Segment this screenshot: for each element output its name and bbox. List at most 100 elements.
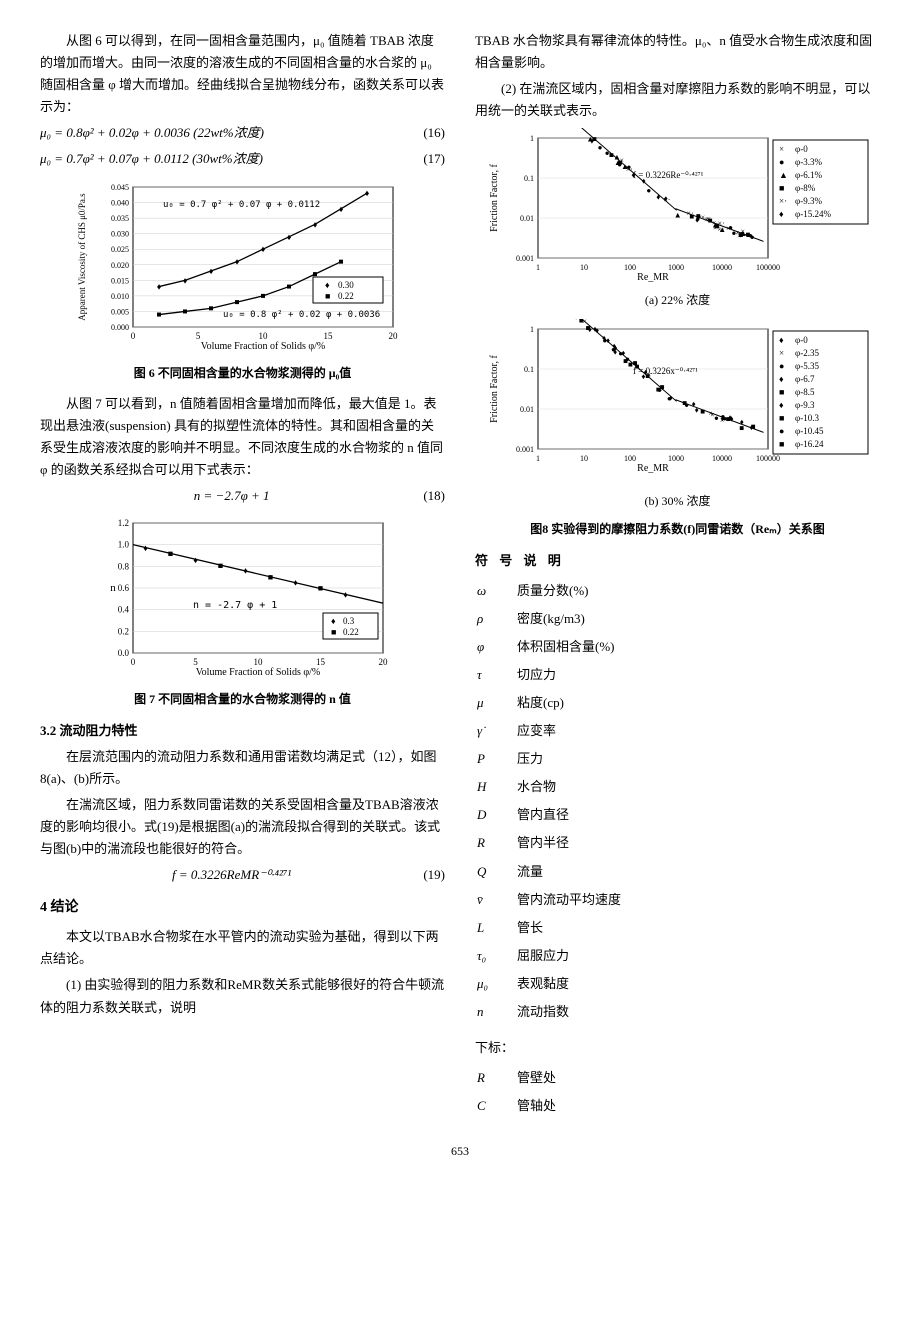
fig8b-chart: 0.0010.010.11110100100010000100000 ♦×●♦■… [483, 319, 873, 489]
svg-text:u₀ = 0.7 φ² + 0.07 φ + 0.0112: u₀ = 0.7 φ² + 0.07 φ + 0.0112 [163, 200, 320, 210]
svg-text:■: ■ [714, 221, 719, 230]
svg-text:Volume Fraction of Solids φ/%: Volume Fraction of Solids φ/% [195, 667, 319, 678]
svg-text:▲: ▲ [586, 135, 594, 144]
svg-text:♦: ♦ [193, 555, 198, 565]
svg-text:●: ● [604, 149, 609, 158]
svg-text:φ-8%: φ-8% [795, 183, 816, 193]
svg-text:0.020: 0.020 [111, 260, 129, 269]
svg-text:♦: ♦ [343, 590, 348, 600]
svg-text:▲: ▲ [779, 170, 788, 180]
para: (2) 在湍流区域内，固相含量对摩擦阻力系数的影响不明显，可以用统一的关联式表示… [475, 78, 880, 122]
svg-text:0.8: 0.8 [117, 562, 129, 572]
svg-text:■: ■ [578, 319, 583, 325]
svg-text:×·: ×· [779, 196, 787, 206]
svg-text:♦: ♦ [779, 209, 784, 219]
svg-text:0.22: 0.22 [343, 627, 359, 637]
svg-text:♦: ♦ [779, 374, 784, 384]
svg-text:♦: ♦ [364, 188, 369, 198]
svg-text:■: ■ [779, 387, 784, 397]
svg-text:♦: ♦ [694, 405, 698, 414]
svg-text:φ-8.5: φ-8.5 [795, 387, 815, 397]
para: TBAB 水合物浆具有幂律流体的特性。μ₀、n 值受水合物生成浓度和固相含量影响… [475, 30, 880, 74]
svg-text:♦: ♦ [574, 319, 578, 321]
svg-text:0.1: 0.1 [524, 174, 534, 183]
fig8a-chart: 0.0010.010.11110100100010000100000 ×●▲■×… [483, 128, 873, 288]
para: (1) 由实验得到的阻力系数和ReMR数关系式能够很好的符合牛顿流体的阻力系数关… [40, 974, 445, 1018]
para: 从图 7 可以看到，n 值随着固相含量增加而降低，最大值是 1。表现出悬浊液(s… [40, 393, 445, 481]
svg-text:100000: 100000 [756, 454, 780, 463]
svg-text:♦: ♦ [182, 275, 187, 285]
svg-text:φ-6.7: φ-6.7 [795, 374, 815, 384]
svg-text:●: ● [646, 186, 651, 195]
fig6-caption: 图 6 不同固相含量的水合物浆测得的 μ₀值 [40, 363, 445, 383]
svg-text:×: × [779, 348, 784, 358]
svg-text:1000: 1000 [668, 454, 684, 463]
svg-text:♦: ♦ [696, 213, 700, 222]
symbol-table: ω质量分数(%)ρ密度(kg/m3)φ体积固相含量(%)τ切应力μ粘度(cp)γ… [475, 576, 631, 1028]
svg-text:φ-9.3%: φ-9.3% [795, 196, 822, 206]
svg-text:●: ● [779, 426, 784, 436]
svg-text:15: 15 [316, 657, 326, 667]
svg-text:1.2: 1.2 [117, 518, 128, 528]
svg-text:♦: ♦ [331, 616, 336, 626]
svg-text:●: ● [714, 413, 719, 422]
svg-text:♦: ♦ [260, 244, 265, 254]
svg-text:♦: ♦ [621, 348, 625, 357]
svg-text:♦: ♦ [587, 325, 591, 334]
svg-text:●: ● [722, 414, 727, 423]
svg-text:φ-10.3: φ-10.3 [795, 413, 819, 423]
svg-text:1: 1 [536, 454, 540, 463]
right-column: TBAB 水合物浆具有幂律流体的特性。μ₀、n 值受水合物生成浓度和固相含量影响… [475, 30, 880, 1121]
page-number: 653 [40, 1141, 880, 1161]
svg-text:0.005: 0.005 [111, 307, 129, 316]
equation-18: n = −2.7φ + 1(18) [40, 485, 445, 507]
svg-text:♦: ♦ [325, 280, 330, 290]
svg-text:♦: ♦ [156, 281, 161, 291]
svg-text:Apparent Viscosity of CHS μ0/P: Apparent Viscosity of CHS μ0/Pa.s [77, 192, 87, 320]
svg-text:♦: ♦ [740, 229, 744, 238]
svg-text:♦: ♦ [656, 193, 660, 202]
svg-text:♦: ♦ [779, 400, 784, 410]
svg-text:0.030: 0.030 [111, 229, 129, 238]
svg-text:1.0: 1.0 [117, 540, 129, 550]
svg-text:0.22: 0.22 [338, 291, 354, 301]
fig8b-sub: (b) 30% 浓度 [475, 491, 880, 511]
svg-text:Friction Factor, f: Friction Factor, f [489, 354, 500, 422]
svg-text:f = 0.3226x⁻⁰·⁴²⁷¹: f = 0.3226x⁻⁰·⁴²⁷¹ [633, 366, 698, 376]
svg-text:φ-6.1%: φ-6.1% [795, 170, 822, 180]
svg-text:0.1: 0.1 [524, 365, 534, 374]
svg-text:■: ■ [689, 213, 694, 222]
svg-text:■: ■ [745, 230, 750, 239]
svg-text:■: ■ [267, 573, 272, 583]
subscript-table: R管壁处C管轴处 [475, 1063, 566, 1121]
svg-text:Re_MR: Re_MR [637, 463, 669, 474]
svg-text:φ-16.24: φ-16.24 [795, 439, 824, 449]
svg-text:u₀ = 0.8 φ² + 0.02 φ + 0.0036: u₀ = 0.8 φ² + 0.02 φ + 0.0036 [223, 310, 380, 320]
svg-text:n = -2.7 φ + 1: n = -2.7 φ + 1 [193, 600, 277, 611]
svg-text:0.01: 0.01 [520, 214, 534, 223]
svg-text:♦: ♦ [312, 219, 317, 229]
svg-text:0.015: 0.015 [111, 276, 129, 285]
para: 在层流范围内的流动阻力系数和通用雷诺数均满足式（12），如图8(a)、(b)所示… [40, 746, 445, 790]
svg-text:20: 20 [378, 657, 388, 667]
svg-text:1: 1 [530, 325, 534, 334]
svg-text:■: ■ [167, 549, 172, 559]
svg-text:0: 0 [130, 331, 135, 341]
svg-text:1000: 1000 [668, 263, 684, 272]
svg-text:φ-0: φ-0 [795, 335, 808, 345]
svg-text:Friction Factor, f: Friction Factor, f [489, 164, 500, 232]
svg-text:♦: ♦ [293, 578, 298, 588]
svg-text:100: 100 [624, 454, 636, 463]
svg-text:■: ■ [779, 183, 784, 193]
svg-text:0.040: 0.040 [111, 198, 129, 207]
svg-text:1: 1 [530, 134, 534, 143]
svg-text:♦: ♦ [749, 423, 753, 432]
svg-text:●: ● [779, 157, 784, 167]
fig7-caption: 图 7 不同固相含量的水合物浆测得的 n 值 [40, 689, 445, 709]
svg-text:0.001: 0.001 [516, 254, 534, 263]
svg-text:10: 10 [258, 331, 268, 341]
svg-text:φ-0: φ-0 [795, 144, 808, 154]
svg-text:♦: ♦ [338, 203, 343, 213]
svg-text:×: × [700, 214, 705, 223]
svg-text:f = 0.3226Re⁻⁰·⁴²⁷¹: f = 0.3226Re⁻⁰·⁴²⁷¹ [633, 170, 704, 180]
